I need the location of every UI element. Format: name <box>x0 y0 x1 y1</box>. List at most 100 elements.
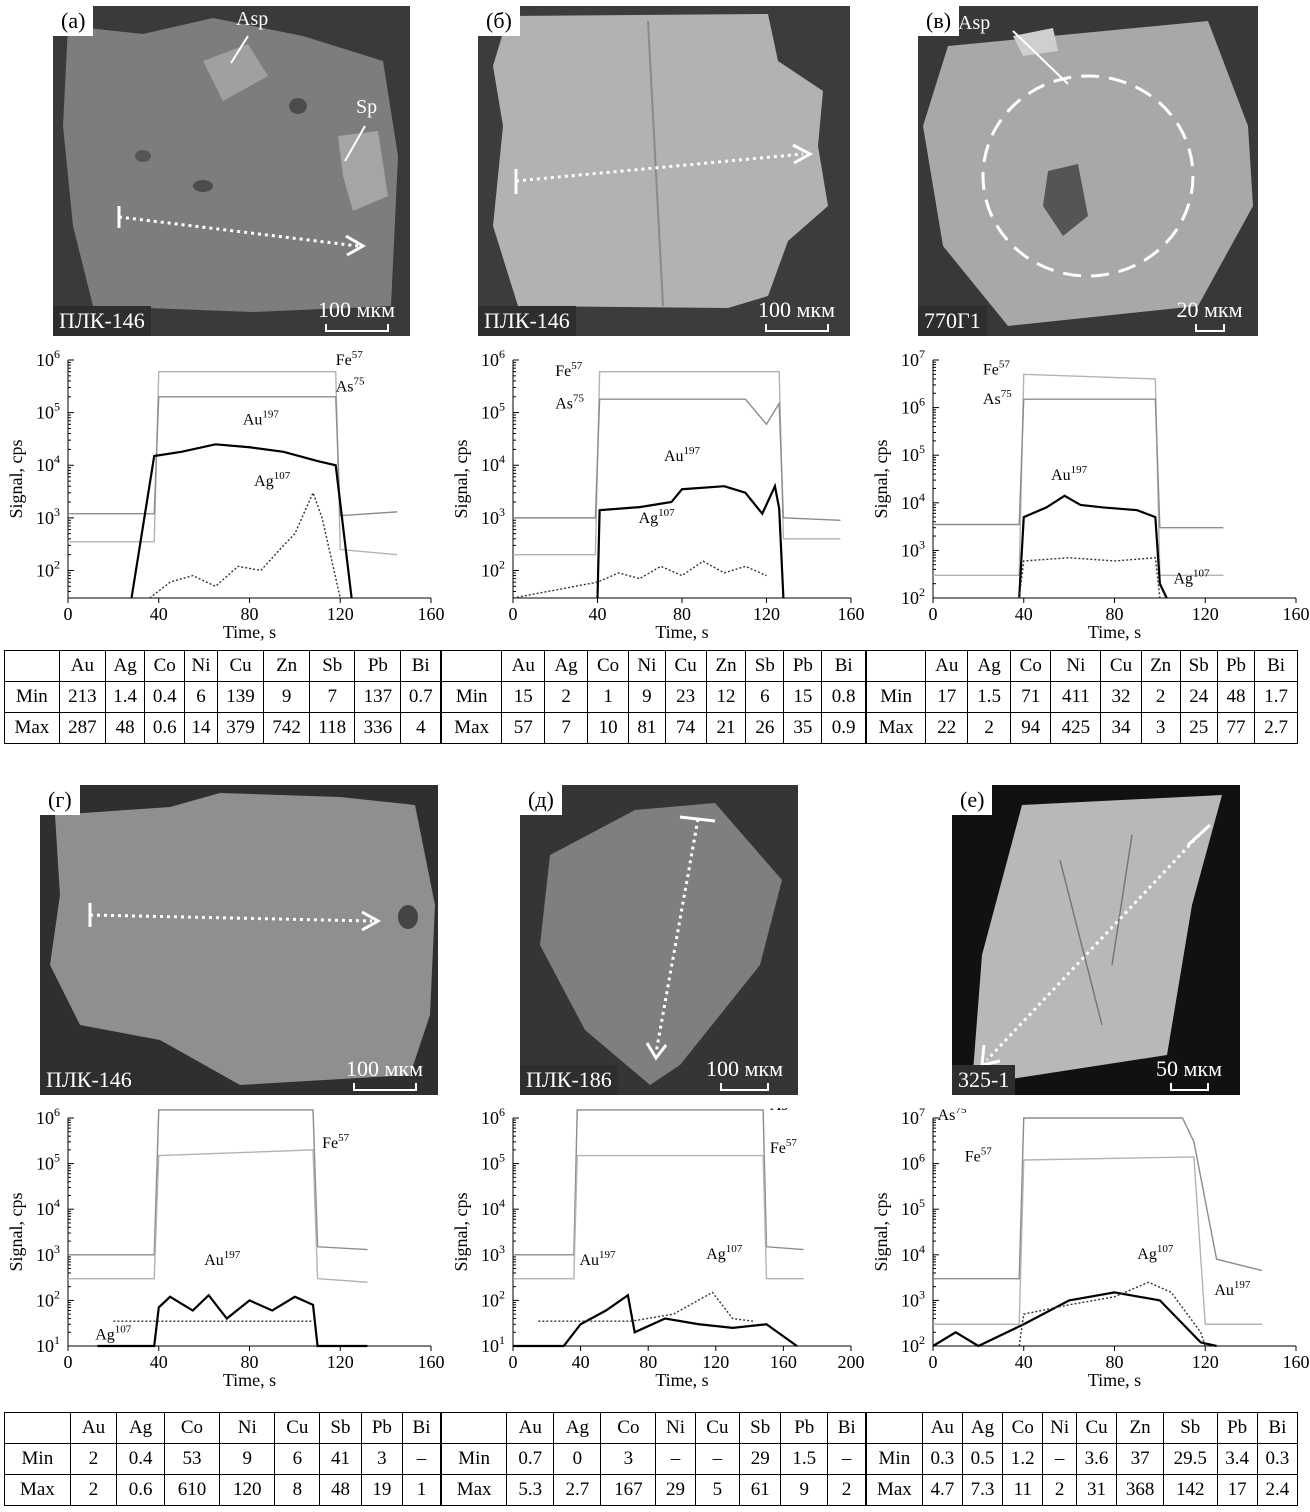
table-cell: 25 <box>1179 712 1218 744</box>
column-header: Sb <box>309 650 356 682</box>
x-tick-label: 40 <box>589 604 607 624</box>
scale-bar: 20 мкм <box>1167 297 1252 332</box>
series-label-fe: Fe57 <box>336 350 364 369</box>
series-label-ag: Ag107 <box>706 1243 743 1263</box>
x-tick-label: 40 <box>150 1352 168 1372</box>
column-header: Zn <box>263 650 311 682</box>
table-cell: Min <box>865 681 927 713</box>
table-cell: 1.5 <box>780 1443 829 1475</box>
table-cell: 0.9 <box>821 712 866 744</box>
column-header: Sb <box>1163 1412 1218 1444</box>
column-header: Co <box>600 1412 657 1444</box>
table-cell: 35 <box>783 712 823 744</box>
x-tick-label: 40 <box>1015 1352 1033 1372</box>
y-tick-label: 102 <box>36 557 60 580</box>
table-cell: 81 <box>628 712 666 744</box>
column-header: Ni <box>628 650 666 682</box>
table-cell: 411 <box>1050 681 1102 713</box>
mineral-label-asp: Asp <box>958 12 991 34</box>
y-tick-label: 107 <box>901 1108 925 1128</box>
x-axis-label: Time, s <box>1088 1370 1141 1390</box>
series-fe-line <box>513 370 841 556</box>
table-cell: 10 <box>586 712 630 744</box>
y-tick-label: 103 <box>901 537 925 560</box>
column-header: Sb <box>739 1412 782 1444</box>
y-tick-label: 105 <box>901 1196 925 1219</box>
scale-bar: 100 мкм <box>337 1056 432 1091</box>
table-cell: 2 <box>827 1474 866 1506</box>
table-cell: 1.2 <box>1002 1443 1044 1475</box>
table-cell: 14 <box>183 712 219 744</box>
column-header <box>865 650 927 682</box>
column-header: Au <box>921 1412 963 1444</box>
table-cell: 15 <box>501 681 546 713</box>
y-tick-label: 106 <box>36 350 60 370</box>
table-row: Min 0.7 0 3– –29 1.5– <box>440 1443 866 1475</box>
table-cell: 21 <box>705 712 747 744</box>
y-tick-label: 102 <box>481 557 505 580</box>
series-label-ag: Ag107 <box>639 507 676 527</box>
table-cell: 3 <box>600 1443 657 1475</box>
column-header: Ag <box>544 650 588 682</box>
series-label-as: As75 <box>336 376 365 396</box>
y-tick-label: 103 <box>481 505 505 528</box>
chart-f: 0 40 80 120 160 102 103 104 105 106 107 Time, s Sign… <box>871 1108 1310 1390</box>
column-header: Bi <box>1254 650 1298 682</box>
column-header: Cu <box>216 650 265 682</box>
table-cell: 9 <box>219 1443 276 1475</box>
table-cell: 37 <box>1116 1443 1165 1475</box>
table-header-row: Au Ag Co Ni Cu Zn Sb Pb Bi <box>440 650 866 682</box>
y-tick-label: 103 <box>36 505 60 528</box>
table-cell: 368 <box>1116 1474 1165 1506</box>
x-axis-label: Time, s <box>1088 622 1141 642</box>
column-header: Pb <box>783 650 823 682</box>
table-cell: 0.4 <box>144 681 185 713</box>
table-cell: 4 <box>400 712 441 744</box>
table-cell: 74 <box>664 712 707 744</box>
element-table-c: Au Ag Co Ni Cu Zn Sb Pb Bi Min 17 1.5 71 411 32 2 24 48 1.… <box>865 650 1298 744</box>
sample-label: 770Г1 <box>918 306 987 336</box>
y-tick-label: 105 <box>481 1151 505 1174</box>
series-fe-line <box>513 1154 804 1280</box>
x-tick-label: 120 <box>702 1352 729 1372</box>
column-header: Ni <box>1050 650 1102 682</box>
x-axis-label: Time, s <box>655 1370 708 1390</box>
column-header: Pb <box>360 1412 404 1444</box>
column-header: Au <box>506 1412 555 1444</box>
x-tick-label: 80 <box>673 604 691 624</box>
column-header: Bi <box>400 650 441 682</box>
table-cell: – <box>655 1443 696 1475</box>
table-cell: – <box>694 1443 741 1475</box>
column-header: Zn <box>1140 650 1181 682</box>
y-tick-label: 105 <box>481 400 505 423</box>
table-cell: Min <box>4 1443 71 1475</box>
chart-a: 0 40 80 120 160 102 103 104 105 106 Time, s Signal,… <box>6 350 445 642</box>
y-axis-label: Signal, cps <box>6 440 26 519</box>
table-cell: 2 <box>1140 681 1181 713</box>
y-tick-label: 103 <box>36 1242 60 1265</box>
table-cell: 3 <box>360 1443 404 1475</box>
column-header: Sb <box>1179 650 1218 682</box>
x-tick-label: 160 <box>418 1352 445 1372</box>
table-cell: 32 <box>1100 681 1142 713</box>
table-cell: 213 <box>58 681 106 713</box>
column-header: Cu <box>1100 650 1142 682</box>
x-tick-label: 120 <box>1192 1352 1219 1372</box>
x-tick-label: 120 <box>327 1352 354 1372</box>
table-cell: 3.6 <box>1075 1443 1118 1475</box>
table-row: Min 2 0.4 53 9 6 41 3– <box>4 1443 441 1475</box>
chart-c: 0 40 80 120 160 102 103 104 105 106 107 Time, s Sign… <box>871 350 1310 642</box>
table-cell: Max <box>440 1474 508 1506</box>
series-fe-line <box>68 370 398 556</box>
table-cell: 0.7 <box>506 1443 555 1475</box>
table-cell: 71 <box>1010 681 1052 713</box>
table-cell: 61 <box>739 1474 782 1506</box>
series-as-line <box>68 1109 368 1256</box>
y-tick-label: 102 <box>901 585 925 608</box>
table-cell: 0.6 <box>116 1474 165 1506</box>
grain-drawing <box>923 21 1253 326</box>
table-cell: 2 <box>967 712 1012 744</box>
column-header: Pb <box>354 650 402 682</box>
table-cell: 5 <box>694 1474 741 1506</box>
scale-bar: 100 мкм <box>309 297 404 332</box>
